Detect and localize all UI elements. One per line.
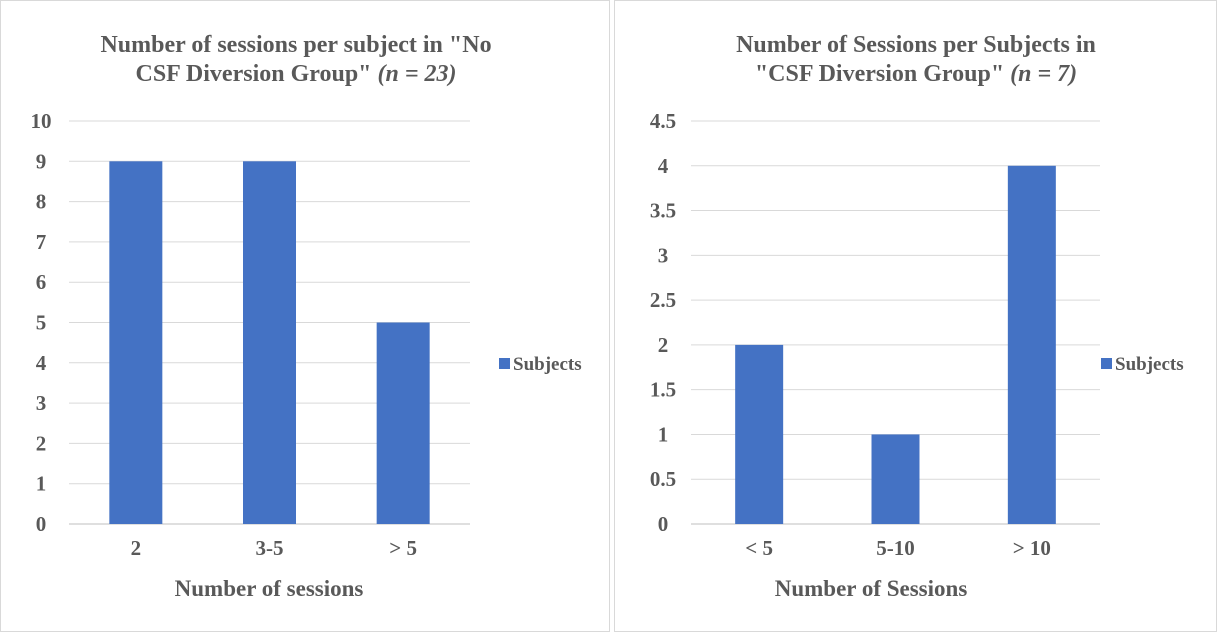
x-axis-title: Number of sessions [175,576,364,601]
x-tick-label: 5-10 [876,536,915,560]
chart-title-line-2: CSF Diversion Group" (n = 23) [135,61,456,87]
bar-2 [872,434,920,524]
legend-swatch-subjects [1101,358,1112,369]
y-tick-label: 1.5 [650,378,676,402]
y-tick-label: 8 [36,190,47,214]
y-tick-label: 2 [36,431,47,455]
bar-2 [243,161,296,524]
x-axis-title: Number of Sessions [775,576,968,601]
y-tick-label: 7 [36,230,47,254]
x-tick-label: 3-5 [256,536,284,560]
chart-title-line-2-text: CSF Diversion Group" [135,61,371,87]
chart-panel-csf-diversion: Number of Sessions per Subjects in "CSF … [614,0,1217,632]
chart-title-line-2-text: "CSF Diversion Group" [755,61,1004,87]
bar-3 [1008,166,1056,524]
y-tick-label: 10 [31,109,52,133]
bar-3 [377,323,430,525]
x-tick-label: < 5 [745,536,773,560]
chart-csf-diversion: Number of Sessions per Subjects in "CSF … [615,1,1217,633]
y-tick-label: 3.5 [650,199,676,223]
chart-panel-no-csf-diversion: Number of sessions per subject in "No CS… [0,0,610,632]
chart-title-sample-size: (n = 7) [1010,61,1077,87]
legend-label-subjects: Subjects [1115,354,1184,375]
legend-swatch-subjects [499,358,510,369]
x-tick-label: 2 [131,536,142,560]
y-tick-label: 1 [36,472,47,496]
y-tick-label: 6 [36,270,47,294]
chart-title-line-1: Number of Sessions per Subjects in [736,32,1096,58]
chart-title-line-1: Number of sessions per subject in "No [100,32,491,58]
y-tick-label: 0 [36,512,47,536]
y-tick-label: 4.5 [650,109,676,133]
y-tick-label: 2.5 [650,288,676,312]
y-tick-label: 1 [658,422,669,446]
chart-title-line-2: "CSF Diversion Group" (n = 7) [755,61,1077,87]
y-tick-label: 4 [36,351,47,375]
x-tick-label: > 5 [389,536,417,560]
chart-no-csf-diversion: Number of sessions per subject in "No CS… [1,1,611,633]
y-tick-label: 2 [658,333,669,357]
y-tick-label: 3 [36,391,47,415]
bar-1 [735,345,783,524]
legend: Subjects [499,354,582,375]
legend-label-subjects: Subjects [513,354,582,375]
y-tick-label: 0.5 [650,467,676,491]
y-tick-label: 3 [658,243,669,267]
y-tick-label: 9 [36,149,47,173]
chart-title-sample-size: (n = 23) [378,61,457,87]
bar-1 [109,161,162,524]
y-tick-label: 0 [658,512,669,536]
legend: Subjects [1101,354,1184,375]
y-tick-label: 4 [658,154,669,178]
x-tick-label: > 10 [1013,536,1051,560]
y-tick-label: 5 [36,311,47,335]
